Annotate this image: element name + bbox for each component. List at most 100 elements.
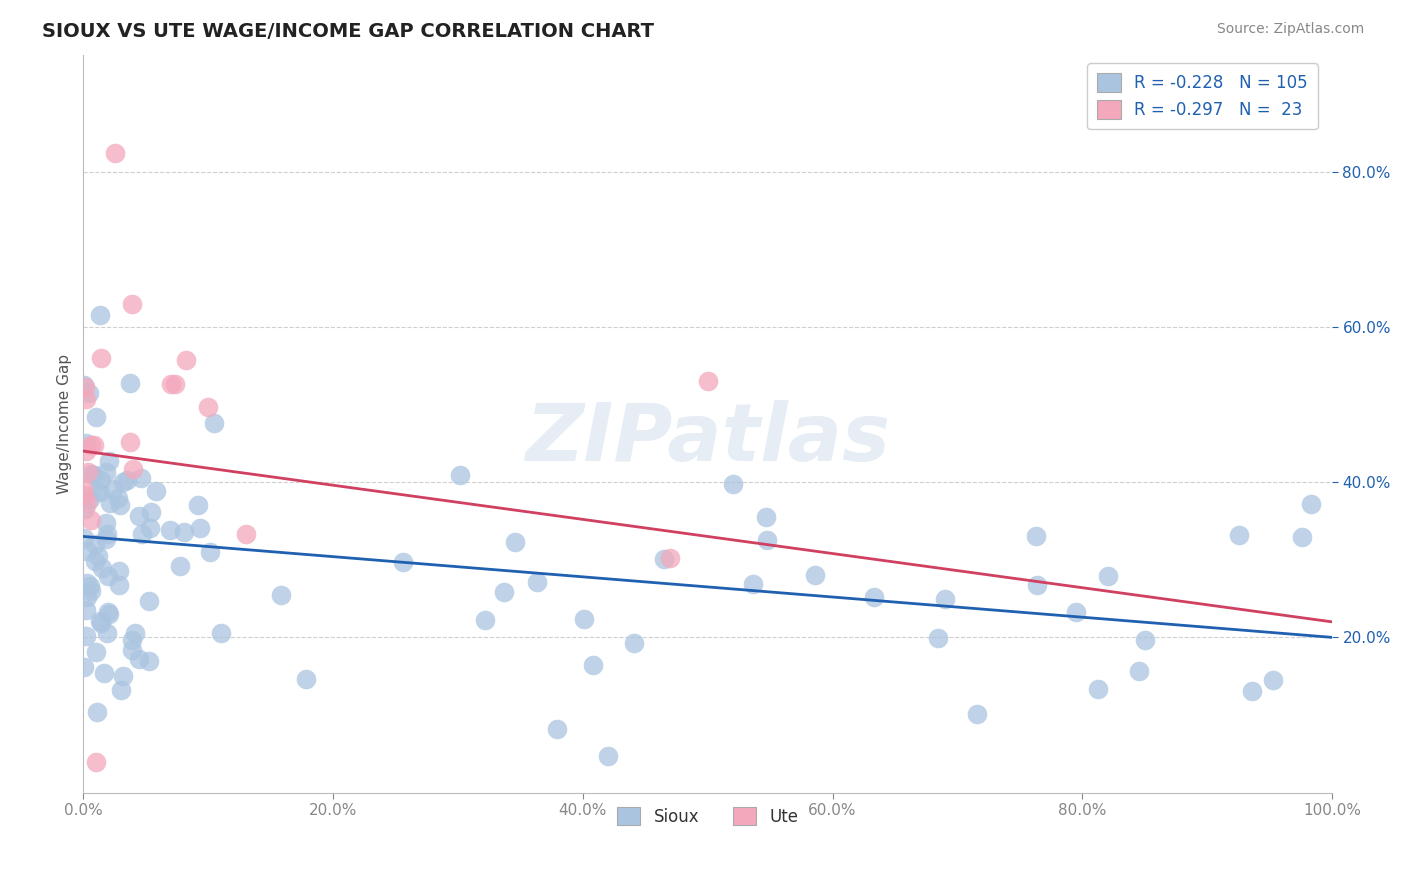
Point [97, 607, 120, 621]
Point [75, 392, 97, 406]
Point [696, 374, 718, 388]
Legend: Sioux, Ute: Sioux, Ute [607, 797, 808, 836]
Point [84, 553, 107, 567]
Point [141, 505, 163, 519]
Point [1133, 633, 1156, 648]
Point [927, 631, 949, 645]
Point [270, 588, 292, 602]
Point [294, 673, 316, 687]
Point [1087, 681, 1109, 696]
Point [108, 578, 131, 592]
Point [128, 509, 150, 524]
Point [97, 605, 120, 619]
Point [94, 516, 117, 531]
Point [90, 351, 112, 366]
Point [652, 551, 675, 566]
Point [83, 467, 105, 482]
Point [108, 498, 131, 512]
Point [89, 308, 111, 322]
Point [165, 376, 187, 391]
Point [862, 590, 884, 604]
Point [129, 471, 152, 485]
Point [75, 436, 97, 450]
Point [494, 585, 516, 599]
Point [76, 590, 98, 604]
Point [73, 531, 96, 545]
Point [187, 498, 209, 512]
Point [75, 629, 97, 643]
Point [159, 376, 181, 391]
Point [118, 435, 141, 450]
Point [98, 496, 121, 510]
Point [75, 444, 97, 458]
Point [80, 584, 103, 599]
Point [121, 643, 143, 657]
Point [596, 749, 619, 764]
Point [80, 467, 103, 482]
Point [209, 626, 232, 640]
Point [89, 615, 111, 629]
Point [474, 613, 496, 627]
Point [80, 513, 103, 527]
Point [111, 669, 134, 683]
Point [198, 545, 221, 559]
Point [1128, 664, 1150, 678]
Point [83, 438, 105, 452]
Point [131, 527, 153, 541]
Point [659, 551, 682, 566]
Point [188, 521, 211, 535]
Point [1064, 605, 1087, 619]
Point [90, 615, 112, 630]
Point [86, 483, 108, 498]
Point [83, 536, 105, 550]
Point [110, 683, 132, 698]
Point [84, 755, 107, 769]
Point [77, 465, 100, 479]
Point [115, 473, 138, 487]
Point [76, 575, 98, 590]
Point [391, 555, 413, 569]
Point [546, 723, 568, 737]
Point [90, 473, 112, 487]
Point [73, 488, 96, 502]
Point [1227, 528, 1250, 542]
Point [76, 496, 98, 510]
Point [804, 568, 827, 582]
Point [94, 533, 117, 547]
Point [93, 666, 115, 681]
Point [741, 576, 763, 591]
Point [1299, 497, 1322, 511]
Point [755, 509, 778, 524]
Point [138, 594, 160, 608]
Point [124, 625, 146, 640]
Point [582, 657, 605, 672]
Point [623, 636, 645, 650]
Point [1291, 530, 1313, 544]
Text: SIOUX VS UTE WAGE/INCOME GAP CORRELATION CHART: SIOUX VS UTE WAGE/INCOME GAP CORRELATION… [42, 22, 654, 41]
Point [122, 461, 145, 475]
Point [96, 527, 118, 541]
Point [138, 654, 160, 668]
Y-axis label: Wage/Income Gap: Wage/Income Gap [58, 354, 72, 494]
Point [202, 416, 225, 430]
Point [84, 645, 107, 659]
Point [169, 559, 191, 574]
Point [1263, 673, 1285, 687]
Point [159, 523, 181, 537]
Point [98, 454, 121, 468]
Point [128, 652, 150, 666]
Point [755, 533, 778, 548]
Point [73, 660, 96, 674]
Point [108, 564, 131, 578]
Point [139, 521, 162, 535]
Point [107, 491, 129, 506]
Point [1025, 529, 1047, 543]
Point [503, 534, 526, 549]
Point [77, 386, 100, 401]
Point [449, 468, 471, 483]
Point [73, 379, 96, 393]
Point [118, 376, 141, 390]
Point [79, 491, 101, 506]
Point [80, 438, 103, 452]
Point [1241, 683, 1264, 698]
